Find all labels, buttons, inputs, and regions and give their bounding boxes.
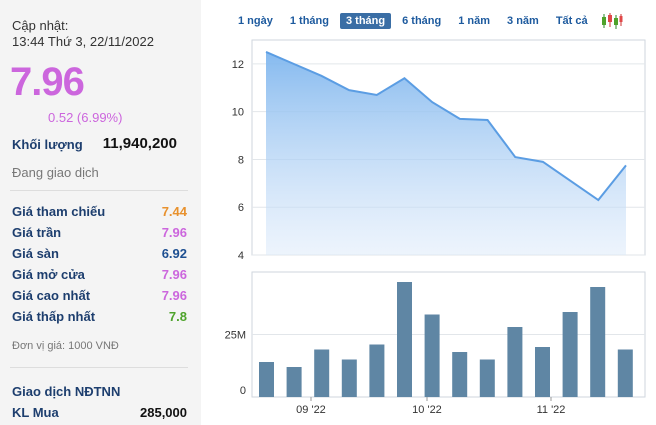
tab-3-years[interactable]: 3 năm (507, 15, 539, 27)
divider (10, 367, 188, 368)
divider (10, 190, 188, 191)
price-chart-panel: 4 6 8 10 12 (232, 39, 646, 262)
ceiling-price-value: 7.96 (161, 225, 187, 240)
tab-all[interactable]: Tất cả (555, 15, 588, 27)
open-price-value: 7.96 (161, 267, 187, 282)
current-price: 7.96 (10, 60, 85, 104)
price-y-tick-label: 12 (232, 59, 244, 71)
candlestick-icon[interactable] (601, 12, 623, 30)
volume-value: 11,940,200 (102, 135, 177, 152)
volume-bar (452, 352, 468, 397)
price-y-tick-label: 10 (232, 107, 244, 119)
unit-note: Đơn vị giá: 1000 VNĐ (12, 340, 119, 352)
time-range-tabs: 1 ngày 1 tháng 3 tháng 6 tháng 1 năm 3 n… (232, 12, 623, 30)
high-price-value: 7.96 (161, 288, 187, 303)
update-label: Cập nhật: (12, 18, 69, 33)
volume-bar (341, 359, 357, 397)
x-tick-label: 11 '22 (537, 404, 566, 416)
floor-price-label: Giá sàn (12, 246, 59, 261)
price-y-tick-label: 8 (238, 154, 244, 166)
tab-1-day[interactable]: 1 ngày (238, 15, 273, 27)
price-area (266, 51, 626, 255)
volume-bar (314, 349, 330, 397)
foreign-buy-value: 285,000 (140, 405, 187, 420)
volume-bar (535, 347, 550, 397)
volume-chart-panel: 0 25M 09 '22 10 '22 11 '22 (225, 271, 646, 416)
open-price-label: Giá mở cửa (12, 267, 85, 282)
volume-bar (397, 282, 412, 397)
floor-price-value: 6.92 (161, 246, 187, 261)
tab-3-months[interactable]: 3 tháng (339, 13, 392, 29)
volume-bar (617, 349, 633, 397)
volume-bar (507, 327, 523, 397)
price-y-tick-label: 4 (238, 250, 244, 262)
tab-1-month[interactable]: 1 tháng (289, 15, 329, 27)
volume-label: Khối lượng (12, 137, 83, 152)
volume-y-tick-label: 25M (225, 330, 246, 342)
volume-bar (590, 287, 606, 397)
ceiling-price-label: Giá trần (12, 225, 62, 240)
volume-bar (259, 362, 274, 397)
price-y-tick-label: 6 (238, 202, 244, 214)
x-tick-label: 09 '22 (296, 404, 326, 416)
price-change: 0.52 (6.99%) (48, 110, 123, 125)
volume-y-tick-label: 0 (240, 385, 246, 397)
ref-price-label: Giá tham chiếu (12, 204, 106, 219)
low-price-label: Giá thấp nhất (12, 309, 96, 324)
high-price-label: Giá cao nhất (12, 288, 91, 303)
volume-bar (562, 312, 578, 397)
ref-price-value: 7.44 (161, 204, 187, 219)
volume-bar (286, 367, 302, 397)
volume-bar (369, 344, 385, 397)
stock-summary-panel: Cập nhật: 13:44 Thứ 3, 22/11/2022 7.96 0… (0, 0, 201, 425)
x-tick-label: 10 '22 (412, 404, 442, 416)
foreign-trade-title: Giao dịch NĐTNN (12, 384, 121, 399)
volume-bar (424, 314, 440, 397)
trading-status: Đang giao dịch (12, 165, 99, 180)
foreign-buy-label: KL Mua (12, 405, 59, 420)
tab-1-year[interactable]: 1 năm (458, 15, 491, 27)
low-price-value: 7.8 (168, 309, 187, 324)
volume-bar (479, 359, 495, 397)
tab-6-months[interactable]: 6 tháng (402, 15, 442, 27)
update-time: 13:44 Thứ 3, 22/11/2022 (12, 34, 154, 49)
price-line (265, 51, 627, 202)
